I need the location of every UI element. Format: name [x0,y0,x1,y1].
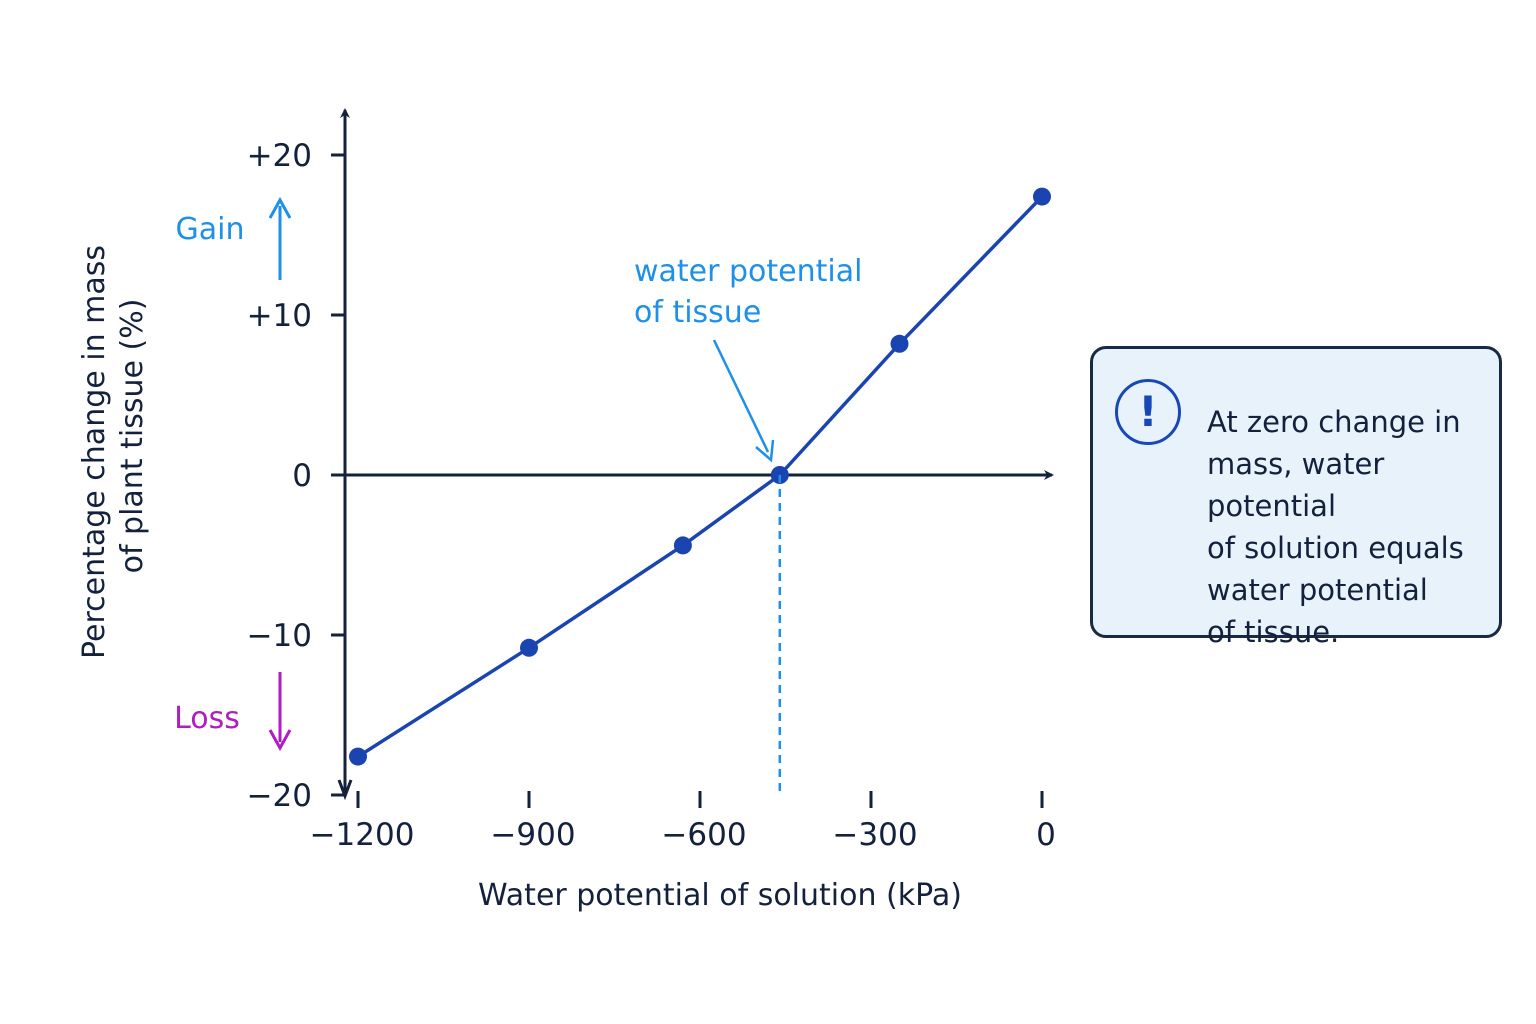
exclamation-icon: ! [1115,379,1181,445]
loss-arrowhead-icon [268,729,292,752]
x-tick-label: −600 [661,817,746,853]
annotation-arrowhead-icon [755,439,775,463]
y-axis-title-line1: Percentage change in mass [77,245,112,659]
data-point [673,536,692,555]
gain-arrowhead-icon [268,196,292,219]
note-box: ! At zero change in mass, water potentia… [1090,346,1502,649]
data-point [890,334,909,353]
y-tick-label: +20 [247,138,312,174]
y-tick-label: −10 [247,618,312,654]
annotation-line1: water potential [634,254,862,289]
gain-label: Gain [176,212,245,247]
x-tick-label: −1200 [310,817,415,853]
y-tick-label: +10 [247,298,312,334]
x-axis-title: Water potential of solution (kPa) [478,878,962,913]
data-point [349,747,367,766]
y-axis-title-line2: of plant tissue (%) [115,299,150,574]
x-tick-label: −300 [832,817,917,853]
annotations: Gain Loss water potential of tissue [174,196,862,795]
series-line [357,195,1044,759]
x-tick-label: −900 [490,817,575,853]
y-tick-label: 0 [292,458,312,494]
annotation-line2: of tissue [634,295,761,330]
data-point [520,638,538,657]
ticks: +20 +10 0 −10 −20−1200 −900 −600 −300 0 Water pot… [77,138,1056,913]
data-point [1033,187,1051,206]
axes [337,108,1054,801]
x-tick-label: 0 [1036,817,1056,853]
annotation-arrow-icon [712,339,770,453]
note-text: At zero change in mass, water potential … [1207,405,1464,649]
series [349,187,1051,766]
loss-label: Loss [174,701,240,736]
y-tick-label: −20 [247,778,312,814]
